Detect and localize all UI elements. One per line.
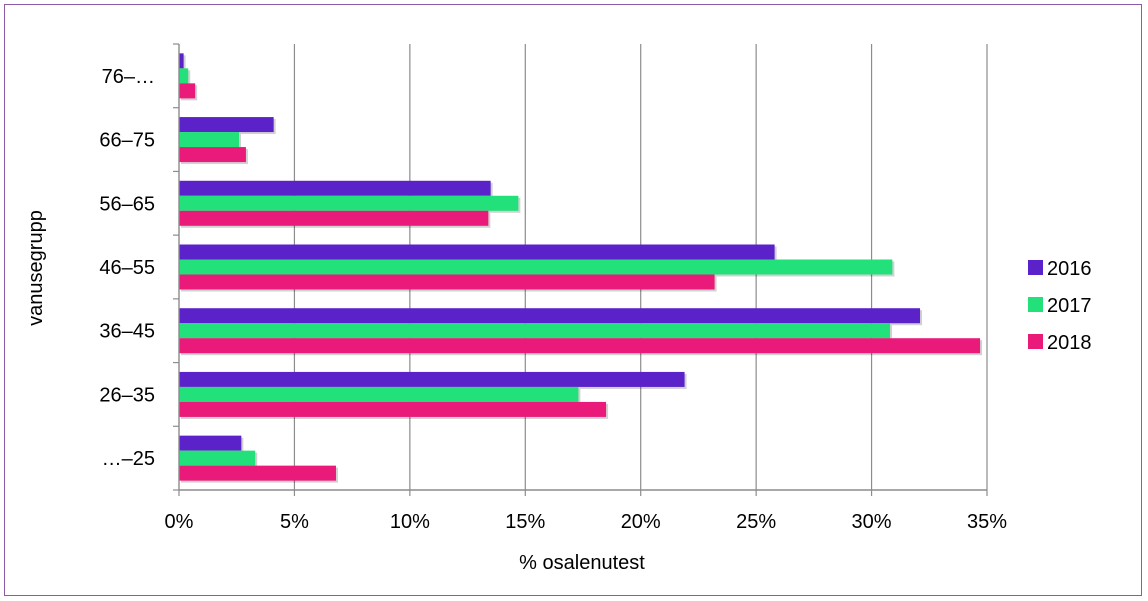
x-axis-label: % osalenutest	[519, 552, 645, 574]
legend-swatch-2018	[1028, 334, 1043, 349]
bar-2018-4	[179, 210, 489, 226]
bar-2018-1	[179, 401, 607, 417]
x-tick-label: 10%	[390, 511, 430, 533]
y-tick-label: …–25	[102, 448, 155, 470]
bar-2017-1	[179, 386, 579, 402]
legend-label-2017: 2017	[1047, 295, 1092, 317]
y-tick-label: 46–55	[99, 257, 155, 279]
bar-2016-5	[179, 117, 274, 133]
bar-2018-2	[179, 338, 981, 354]
x-tick-label: 25%	[736, 511, 776, 533]
bar-2018-5	[179, 147, 246, 163]
bar-2016-6	[179, 53, 184, 69]
axes	[173, 43, 988, 496]
bar-2017-4	[179, 195, 519, 211]
x-tick-label: 30%	[852, 511, 892, 533]
bar-2017-0	[179, 450, 256, 466]
bar-2018-3	[179, 274, 715, 290]
x-tick-label: 15%	[505, 511, 545, 533]
legend: 2016 2017 2018	[1028, 258, 1092, 354]
bar-2017-3	[179, 259, 893, 275]
x-tick-label: 20%	[621, 511, 661, 533]
y-tick-label: 56–65	[99, 193, 155, 215]
tick-labels: 0% 5% 10% 15% 20% 25% 30% 35% …–25 26–35 36–45 46–5…	[99, 66, 1007, 533]
legend-swatch-2017	[1028, 297, 1043, 312]
y-tick-label: 26–35	[99, 384, 155, 406]
bar-2016-2	[179, 308, 921, 324]
bar-2017-6	[179, 68, 189, 84]
legend-swatch-2016	[1028, 260, 1043, 275]
bar-2016-1	[179, 371, 685, 387]
x-tick-label: 5%	[280, 511, 309, 533]
y-tick-label: 36–45	[99, 321, 155, 343]
bar-2016-4	[179, 180, 491, 196]
bar-2017-5	[179, 132, 240, 148]
bar-2018-0	[179, 465, 336, 481]
x-tick-label: 35%	[967, 511, 1007, 533]
chart-frame	[4, 4, 1142, 596]
y-tick-label: 66–75	[99, 130, 155, 152]
bars	[179, 53, 983, 483]
y-axis-label: vanusegrupp	[25, 210, 47, 326]
bar-2017-2	[179, 323, 891, 339]
y-tick-label: 76–…	[102, 66, 155, 88]
bar-2016-3	[179, 244, 775, 260]
x-tick-label: 0%	[165, 511, 194, 533]
legend-label-2016: 2016	[1047, 258, 1092, 280]
legend-label-2018: 2018	[1047, 332, 1092, 354]
bar-2018-6	[179, 83, 196, 99]
bar-2016-0	[179, 435, 242, 451]
